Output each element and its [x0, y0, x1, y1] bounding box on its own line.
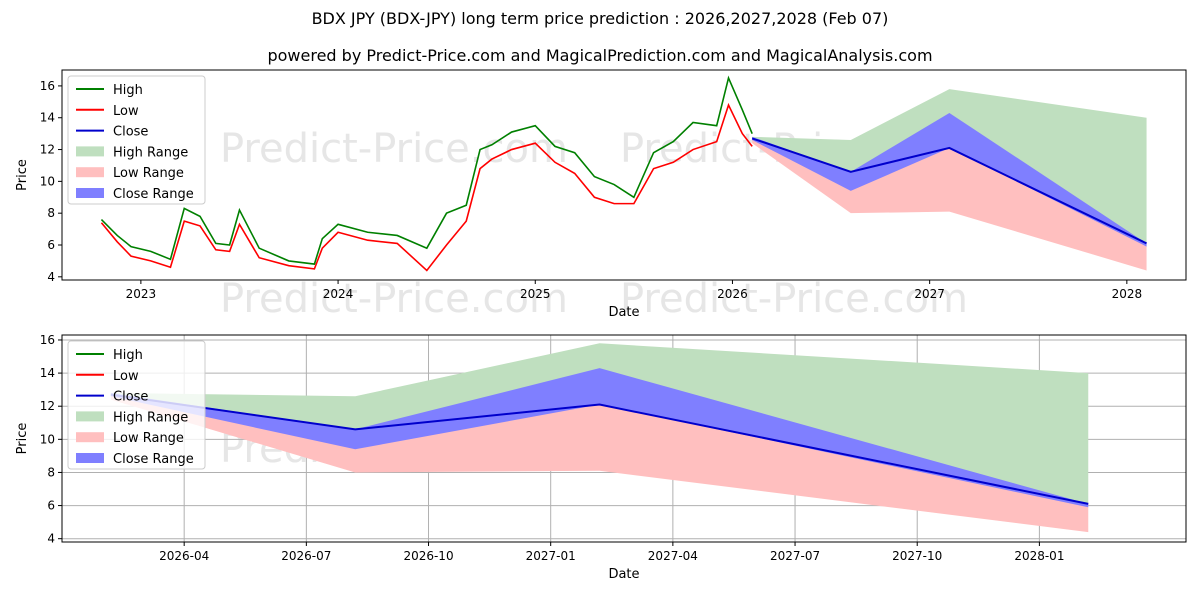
x-tick-label: 2026-07: [281, 549, 331, 563]
high-series-line: [100, 75, 753, 265]
high-range-area: [110, 343, 1089, 504]
y-tick-label: 8: [47, 465, 55, 479]
x-axis-label: Date: [608, 567, 639, 582]
y-axis-label: Price: [15, 423, 30, 455]
y-tick-label: 16: [40, 333, 55, 347]
y-tick-label: 12: [40, 143, 55, 157]
legend-label: Close: [113, 390, 148, 405]
legend-swatch: [76, 188, 104, 198]
x-tick-label: 2026-10: [403, 549, 453, 563]
x-tick-label: 2028-01: [1014, 549, 1064, 563]
watermark-text: Predict-Price.com: [620, 276, 968, 322]
y-tick-label: 16: [40, 79, 55, 93]
plot-frame: [61, 69, 1187, 281]
x-tick-label: 2025: [520, 287, 551, 301]
legend-label: High Range: [113, 410, 188, 425]
x-axis-label: Date: [608, 305, 639, 320]
x-tick-label: 2027-01: [526, 549, 576, 563]
x-tick-label: 2027: [914, 287, 945, 301]
high-range-area: [752, 89, 1147, 244]
y-axis-label: Price: [15, 159, 30, 191]
legend-label: Close Range: [113, 187, 194, 202]
plot-frame: [61, 334, 1187, 543]
y-tick-label: 4: [47, 270, 55, 284]
close-series-line: [751, 137, 1147, 245]
x-tick-label: 2026: [717, 287, 748, 301]
legend-label: High Range: [113, 145, 188, 160]
legend-label: High: [113, 83, 143, 98]
y-tick-label: 6: [47, 499, 55, 513]
x-tick-label: 2024: [323, 287, 354, 301]
chart-subtitle: powered by Predict-Price.com and Magical…: [267, 46, 933, 65]
legend-label: High: [113, 348, 143, 363]
legend-swatch: [76, 432, 104, 443]
low-range-area: [110, 394, 1089, 533]
legend-label: Close Range: [113, 452, 194, 467]
y-tick-label: 10: [40, 432, 55, 446]
x-tick-label: 2027-10: [892, 549, 942, 563]
legend-swatch: [76, 167, 104, 178]
y-tick-label: 10: [40, 174, 55, 188]
legend-label: Close: [113, 125, 148, 140]
y-tick-label: 14: [40, 366, 55, 380]
legend-label: Low Range: [113, 166, 184, 181]
y-tick-label: 4: [47, 532, 55, 546]
legend-swatch: [76, 146, 104, 157]
legend-label: Low Range: [113, 431, 184, 446]
chart-panel-2: Predict-Price.comPredict-Price.com2026-0…: [15, 333, 1187, 582]
close-range-area: [752, 112, 1147, 247]
x-tick-label: 2027-07: [770, 549, 820, 563]
x-tick-label: 2026-04: [159, 549, 209, 563]
y-tick-label: 14: [40, 111, 55, 125]
y-tick-label: 6: [47, 238, 55, 252]
legend-label: Low: [113, 369, 139, 384]
low-series-line: [100, 102, 753, 272]
y-tick-label: 8: [47, 206, 55, 220]
x-tick-label: 2027-04: [648, 549, 698, 563]
close-range-area: [110, 368, 1089, 508]
legend-swatch: [76, 453, 104, 463]
chart-title: BDX JPY (BDX-JPY) long term price predic…: [311, 9, 889, 28]
low-range-area: [752, 138, 1147, 271]
close-series-line: [110, 393, 1089, 505]
x-tick-label: 2028: [1112, 287, 1143, 301]
legend-swatch: [76, 411, 104, 422]
legend-label: Low: [113, 104, 139, 119]
watermark-text: Predict-Price.com: [220, 276, 568, 322]
x-tick-label: 2023: [126, 287, 157, 301]
y-tick-label: 12: [40, 399, 55, 413]
